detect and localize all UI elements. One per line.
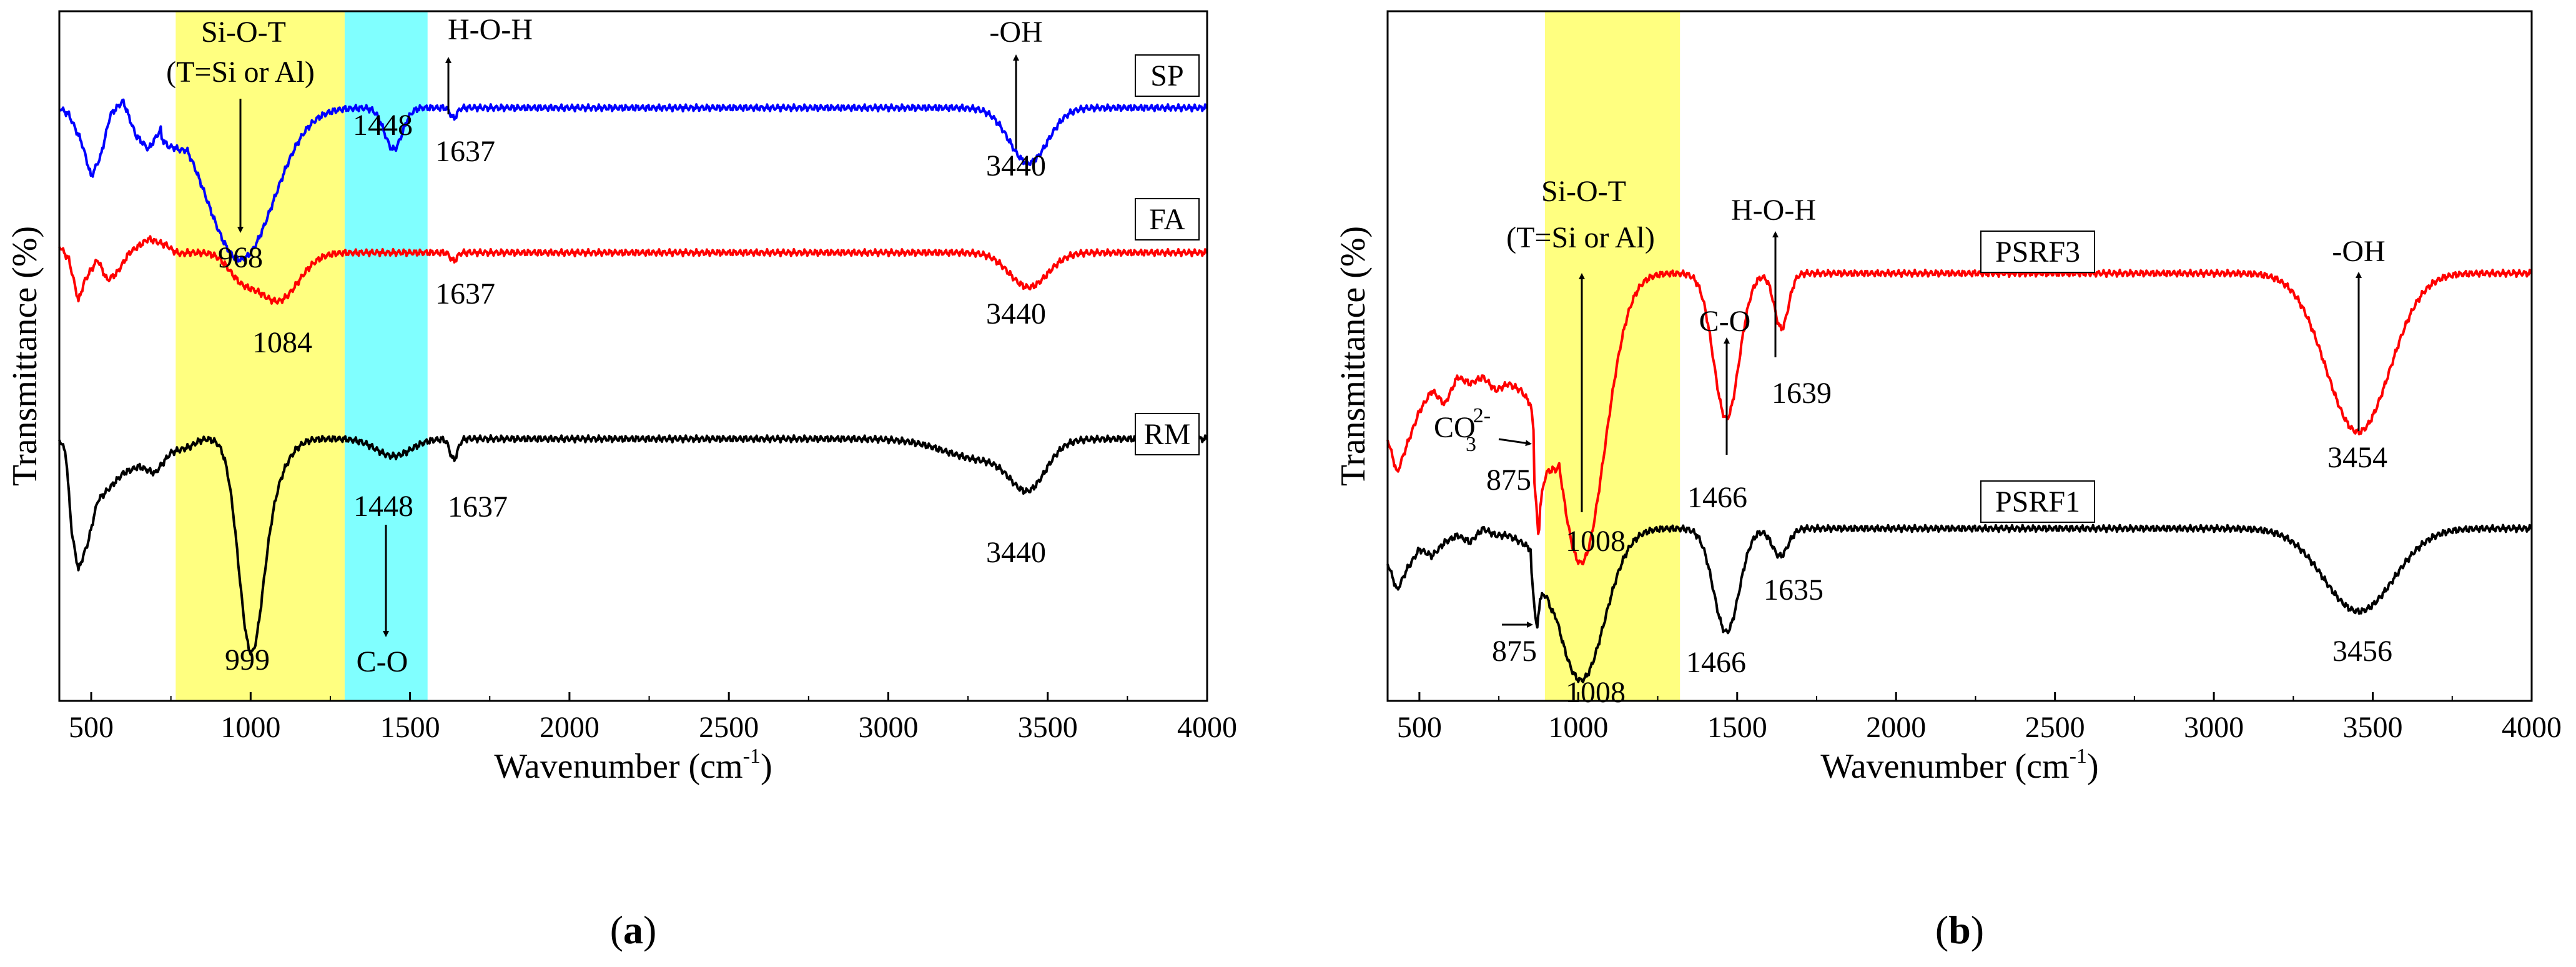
annotation-carbonate: CO2-3 [1434, 404, 1491, 456]
peak-label: 1008 [1566, 525, 1626, 558]
peak-label: 1637 [448, 490, 508, 523]
peak-label: 1448 [353, 490, 413, 523]
annotation-oh: -OH [2332, 235, 2385, 268]
peak-label: 3440 [986, 297, 1046, 330]
peak-label: 1639 [1772, 377, 1832, 410]
series-label-psrf3: PSRF3 [1980, 231, 2095, 273]
highlight-bands [175, 11, 428, 701]
series-line-fa [58, 235, 1208, 305]
x-tick-label: 2500 [2025, 711, 2085, 744]
annotation-c-o: C-O [1699, 305, 1751, 338]
x-tick-label: 500 [69, 711, 114, 744]
series-line-rm [58, 434, 1208, 656]
panel-label-a: (a) [610, 908, 657, 952]
x-tick-label: 3000 [2184, 711, 2244, 744]
peak-label: 1008 [1566, 676, 1626, 709]
series-label-box [1135, 54, 1200, 97]
x-tick-label: 1000 [1548, 711, 1608, 744]
x-tick-label: 2500 [699, 711, 759, 744]
series-label-box [1135, 413, 1200, 455]
panel-b: 500 1000 1500 2000 2500 3000 3500 4000 Wavenumb… [1334, 10, 2562, 952]
highlight-band [1544, 11, 1680, 701]
peak-label: 3440 [986, 536, 1046, 569]
x-tick-label: 1500 [380, 711, 440, 744]
peak-label: 1637 [435, 277, 495, 310]
series-label-text: SP [1150, 59, 1183, 92]
series-label-box [1135, 198, 1200, 241]
x-axis-title: Wavenumber (cm-1) [1820, 745, 2098, 786]
series-label-box [1980, 480, 2095, 523]
panel-a: 500 1000 1500 2000 2500 3000 3500 4000 Wavenumb… [6, 10, 1237, 952]
x-axis-ticks: 500 1000 1500 2000 2500 3000 3500 4000 [69, 692, 1237, 744]
x-tick-label: 2000 [540, 711, 600, 744]
series-label-psrf1: PSRF1 [1980, 480, 2095, 523]
peak-label: 1635 [1764, 573, 1823, 607]
x-tick-label: 500 [1397, 711, 1442, 744]
panel-label-b: (b) [1935, 908, 1984, 952]
series-line-psrf1 [1386, 523, 2532, 683]
x-tick-label: 2000 [1866, 711, 1926, 744]
highlight-bands [1544, 11, 1680, 701]
series-label-box [1980, 231, 2095, 273]
series-label-text: PSRF3 [1995, 236, 2080, 269]
series-label-text: RM [1144, 418, 1191, 451]
x-axis-title: Wavenumber (cm-1) [494, 745, 772, 786]
annotation-si-o-t: Si-O-T [1541, 175, 1626, 208]
annotation-arrow [1498, 438, 1532, 447]
plot-frame [58, 10, 1208, 702]
annotation-si-o-t: Si-O-T [201, 16, 286, 49]
peak-label: 1466 [1687, 481, 1747, 514]
annotation-h-o-h: H-O-H [1731, 194, 1816, 227]
spectra [1386, 269, 2532, 683]
spectra [58, 98, 1208, 656]
peak-label: 1448 [353, 109, 413, 142]
peak-label: 999 [225, 643, 270, 677]
peak-label: 3456 [2332, 635, 2392, 668]
peak-label: 3454 [2327, 441, 2387, 474]
series-label-fa: FA [1135, 198, 1200, 241]
x-tick-label: 3500 [2343, 711, 2403, 744]
x-tick-label: 4000 [2502, 711, 2562, 744]
x-tick-label: 3500 [1018, 711, 1078, 744]
y-axis-title: Transmittance (%) [6, 226, 44, 486]
x-tick-label: 3000 [858, 711, 918, 744]
peak-label: 1637 [435, 135, 495, 168]
series-line-psrf3 [1386, 269, 2532, 566]
series-label-text: PSRF1 [1995, 485, 2080, 518]
y-axis-title: Transmittance (%) [1334, 226, 1373, 486]
peak-label: 3440 [986, 149, 1046, 182]
x-tick-label: 1000 [220, 711, 280, 744]
peak-label: 875 [1486, 464, 1531, 497]
series-label-rm: RM [1135, 413, 1200, 455]
x-axis-ticks: 500 1000 1500 2000 2500 3000 3500 4000 [1397, 692, 2562, 744]
x-tick-label: 4000 [1177, 711, 1237, 744]
peak-label: 1084 [252, 326, 312, 359]
peak-label: 968 [218, 241, 263, 274]
series-label-text: FA [1149, 203, 1185, 236]
peak-label: 875 [1492, 635, 1537, 668]
highlight-band [175, 11, 345, 701]
peak-label: 1466 [1686, 646, 1746, 679]
annotation-t-def: (T=Si or Al) [166, 56, 315, 89]
series-label-sp: SP [1135, 54, 1200, 97]
plot-frame [1386, 10, 2533, 702]
annotation-h-o-h: H-O-H [448, 13, 533, 46]
x-tick-label: 1500 [1707, 711, 1767, 744]
annotation-t-def: (T=Si or Al) [1506, 221, 1655, 254]
annotation-c-o: C-O [357, 645, 408, 678]
annotation-oh: -OH [989, 16, 1042, 49]
series-line-sp [58, 98, 1208, 263]
